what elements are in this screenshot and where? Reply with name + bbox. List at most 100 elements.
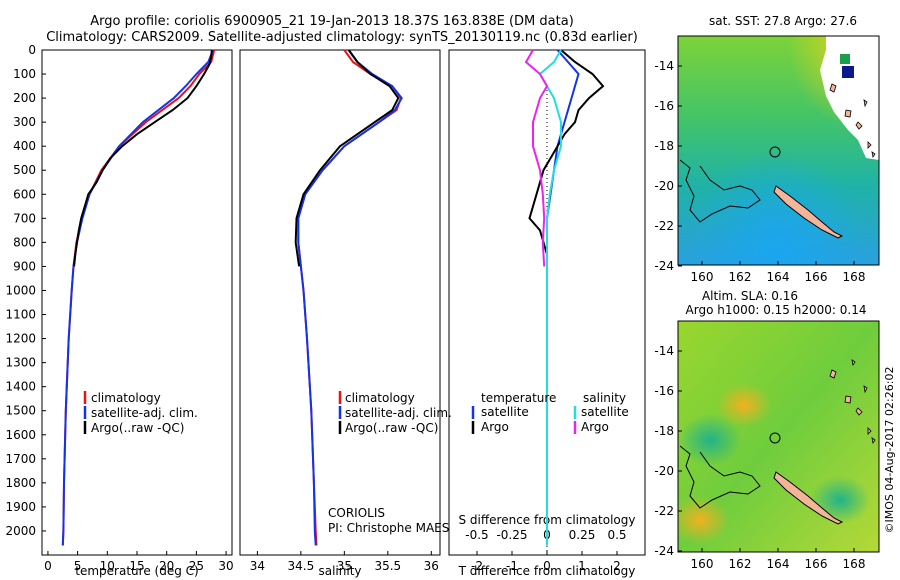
depth-tick-label: 1300 (5, 356, 36, 370)
depth-tick-label: 1400 (5, 380, 36, 394)
map-x-tick-label: 162 (729, 557, 752, 571)
depth-tick-label: 700 (13, 211, 36, 225)
difference-x-label: T difference from climatology (458, 564, 636, 578)
depth-axis: 0 100 200 300 400 500 600 700 800 900 1000 1100 1200… (5, 43, 46, 538)
contour-circle (769, 432, 781, 444)
depth-tick-label: 400 (13, 139, 36, 153)
salinity-x-label: salinity (318, 564, 361, 578)
institution-label: CORIOLIS (328, 506, 385, 520)
sla-map-axes: 160 162 164 166 168 -14 -16 -18 -20 -22 -24 (654, 344, 865, 571)
map-y-tick-label: -24 (654, 259, 674, 273)
x-tick-label: -1 (506, 559, 518, 573)
argo-marker-cell (842, 66, 854, 78)
sla-high-patch (716, 383, 772, 427)
depth-tick-label: 2000 (5, 524, 36, 538)
map-y-tick-label: -14 (654, 59, 674, 73)
x-tick-label: 5 (74, 559, 82, 573)
depth-tick-label: 1500 (5, 404, 36, 418)
sla-map (678, 321, 879, 552)
x-tick-label: -2 (471, 559, 483, 573)
depth-tick-label: 1200 (5, 332, 36, 346)
x-tick-label: 36 (424, 559, 439, 573)
temperature-x-axis: 0 5 10 15 20 25 30 (44, 551, 234, 573)
sla-high-patch-2 (678, 496, 730, 544)
coastline-new-caledonia (773, 471, 844, 525)
map-y-tick-label: -16 (654, 99, 674, 113)
map-x-tick-label: 168 (843, 557, 866, 571)
sst-map (678, 36, 879, 265)
map-y-tick-label: -22 (654, 219, 674, 233)
s-difference-x-axis: -0.5-0.2500.250.5 (465, 528, 626, 542)
legend-label-s-argo: Argo (581, 420, 609, 434)
depth-tick-label: 800 (13, 235, 36, 249)
cloud-mask (820, 36, 879, 160)
x-tick-label: 35.5 (374, 559, 401, 573)
vanuatu-islands (829, 83, 876, 159)
x-tick-label: 1 (578, 559, 586, 573)
depth-tick-label: 1000 (5, 283, 36, 297)
bathymetry-contour (679, 445, 761, 509)
legend-label-satellite: satellite-adj. clim. (345, 406, 452, 420)
map-x-tick-label: 166 (805, 270, 828, 284)
depth-tick-label: 300 (13, 115, 36, 129)
legend-label-t-satellite: satellite (481, 405, 529, 419)
temperature-legend: climatology satellite-adj. clim. Argo(..… (83, 391, 198, 435)
contour-circle (769, 146, 781, 158)
map-x-tick-label: 166 (805, 557, 828, 571)
map-y-tick-label: -24 (654, 544, 674, 558)
legend-label-t-argo: Argo (481, 420, 509, 434)
map-y-tick-label: -14 (654, 344, 674, 358)
temperature-line-2 (73, 49, 213, 267)
vanuatu-islands (829, 359, 876, 445)
x-tick-label: 15 (129, 559, 144, 573)
depth-tick-label: 1900 (5, 500, 36, 514)
x-tick-label: 0 (543, 559, 551, 573)
map-y-tick-label: -16 (654, 384, 674, 398)
depth-tick-label: 1600 (5, 428, 36, 442)
map-y-tick-label: -18 (654, 139, 674, 153)
temperature-x-label: temperature (deg C) (75, 564, 198, 578)
difference-line-1 (528, 49, 605, 267)
depth-tick-label: 100 (13, 67, 36, 81)
depth-tick-label: 1100 (5, 308, 36, 322)
sla-map-title-line-1: Altim. SLA: 0.16 (702, 289, 798, 303)
x-tick-label: 2 (613, 559, 621, 573)
legend-label-climatology: climatology (345, 391, 415, 405)
map-x-tick-label: 160 (691, 270, 714, 284)
sla-map-title-line-2: Argo h1000: 0.15 h2000: 0.14 (686, 303, 867, 317)
legend-label-argo: Argo(..raw -QC) (91, 421, 184, 435)
map-y-tick-label: -20 (654, 464, 674, 478)
difference-profiles (524, 49, 605, 546)
difference-line-3 (524, 49, 549, 267)
bathymetry-contour (679, 159, 761, 223)
depth-tick-label: 500 (13, 163, 36, 177)
x-tick-label: 25 (189, 559, 204, 573)
sla-low-patch-2 (810, 476, 870, 524)
x-tick-label: 34.5 (288, 559, 315, 573)
temperature-line-1 (61, 49, 214, 546)
s-tick-label: 0.25 (569, 528, 596, 542)
legend-label-climatology: climatology (91, 391, 161, 405)
depth-tick-label: 1800 (5, 476, 36, 490)
s-tick-label: -0.5 (465, 528, 488, 542)
pi-label: PI: Christophe MAES (328, 521, 449, 535)
sst-map-title: sat. SST: 27.8 Argo: 27.6 (709, 14, 857, 28)
salinity-panel-frame (239, 49, 441, 556)
temperature-line-0 (61, 49, 216, 546)
coastline-new-caledonia (773, 185, 844, 239)
x-tick-label: 35 (337, 559, 352, 573)
x-tick-label: 34 (250, 559, 265, 573)
difference-legend: temperature salinity satellite Argo sate… (471, 391, 629, 434)
s-tick-label: -0.25 (496, 528, 527, 542)
x-tick-label: 10 (100, 559, 115, 573)
map-x-tick-label: 164 (767, 270, 790, 284)
difference-x-axis: -2 -1 0 1 2 (471, 551, 621, 573)
legend-label-s-satellite: satellite (581, 405, 629, 419)
map-x-tick-label: 168 (843, 270, 866, 284)
difference-line-2 (538, 49, 562, 546)
salinity-x-axis: 34 34.5 35 35.5 36 (250, 551, 439, 573)
x-tick-label: 20 (159, 559, 174, 573)
title-line-2: Climatology: CARS2009. Satellite-adjuste… (46, 30, 638, 45)
imos-credit: ©IMOS 04-Aug-2017 02:26:02 (883, 367, 896, 534)
